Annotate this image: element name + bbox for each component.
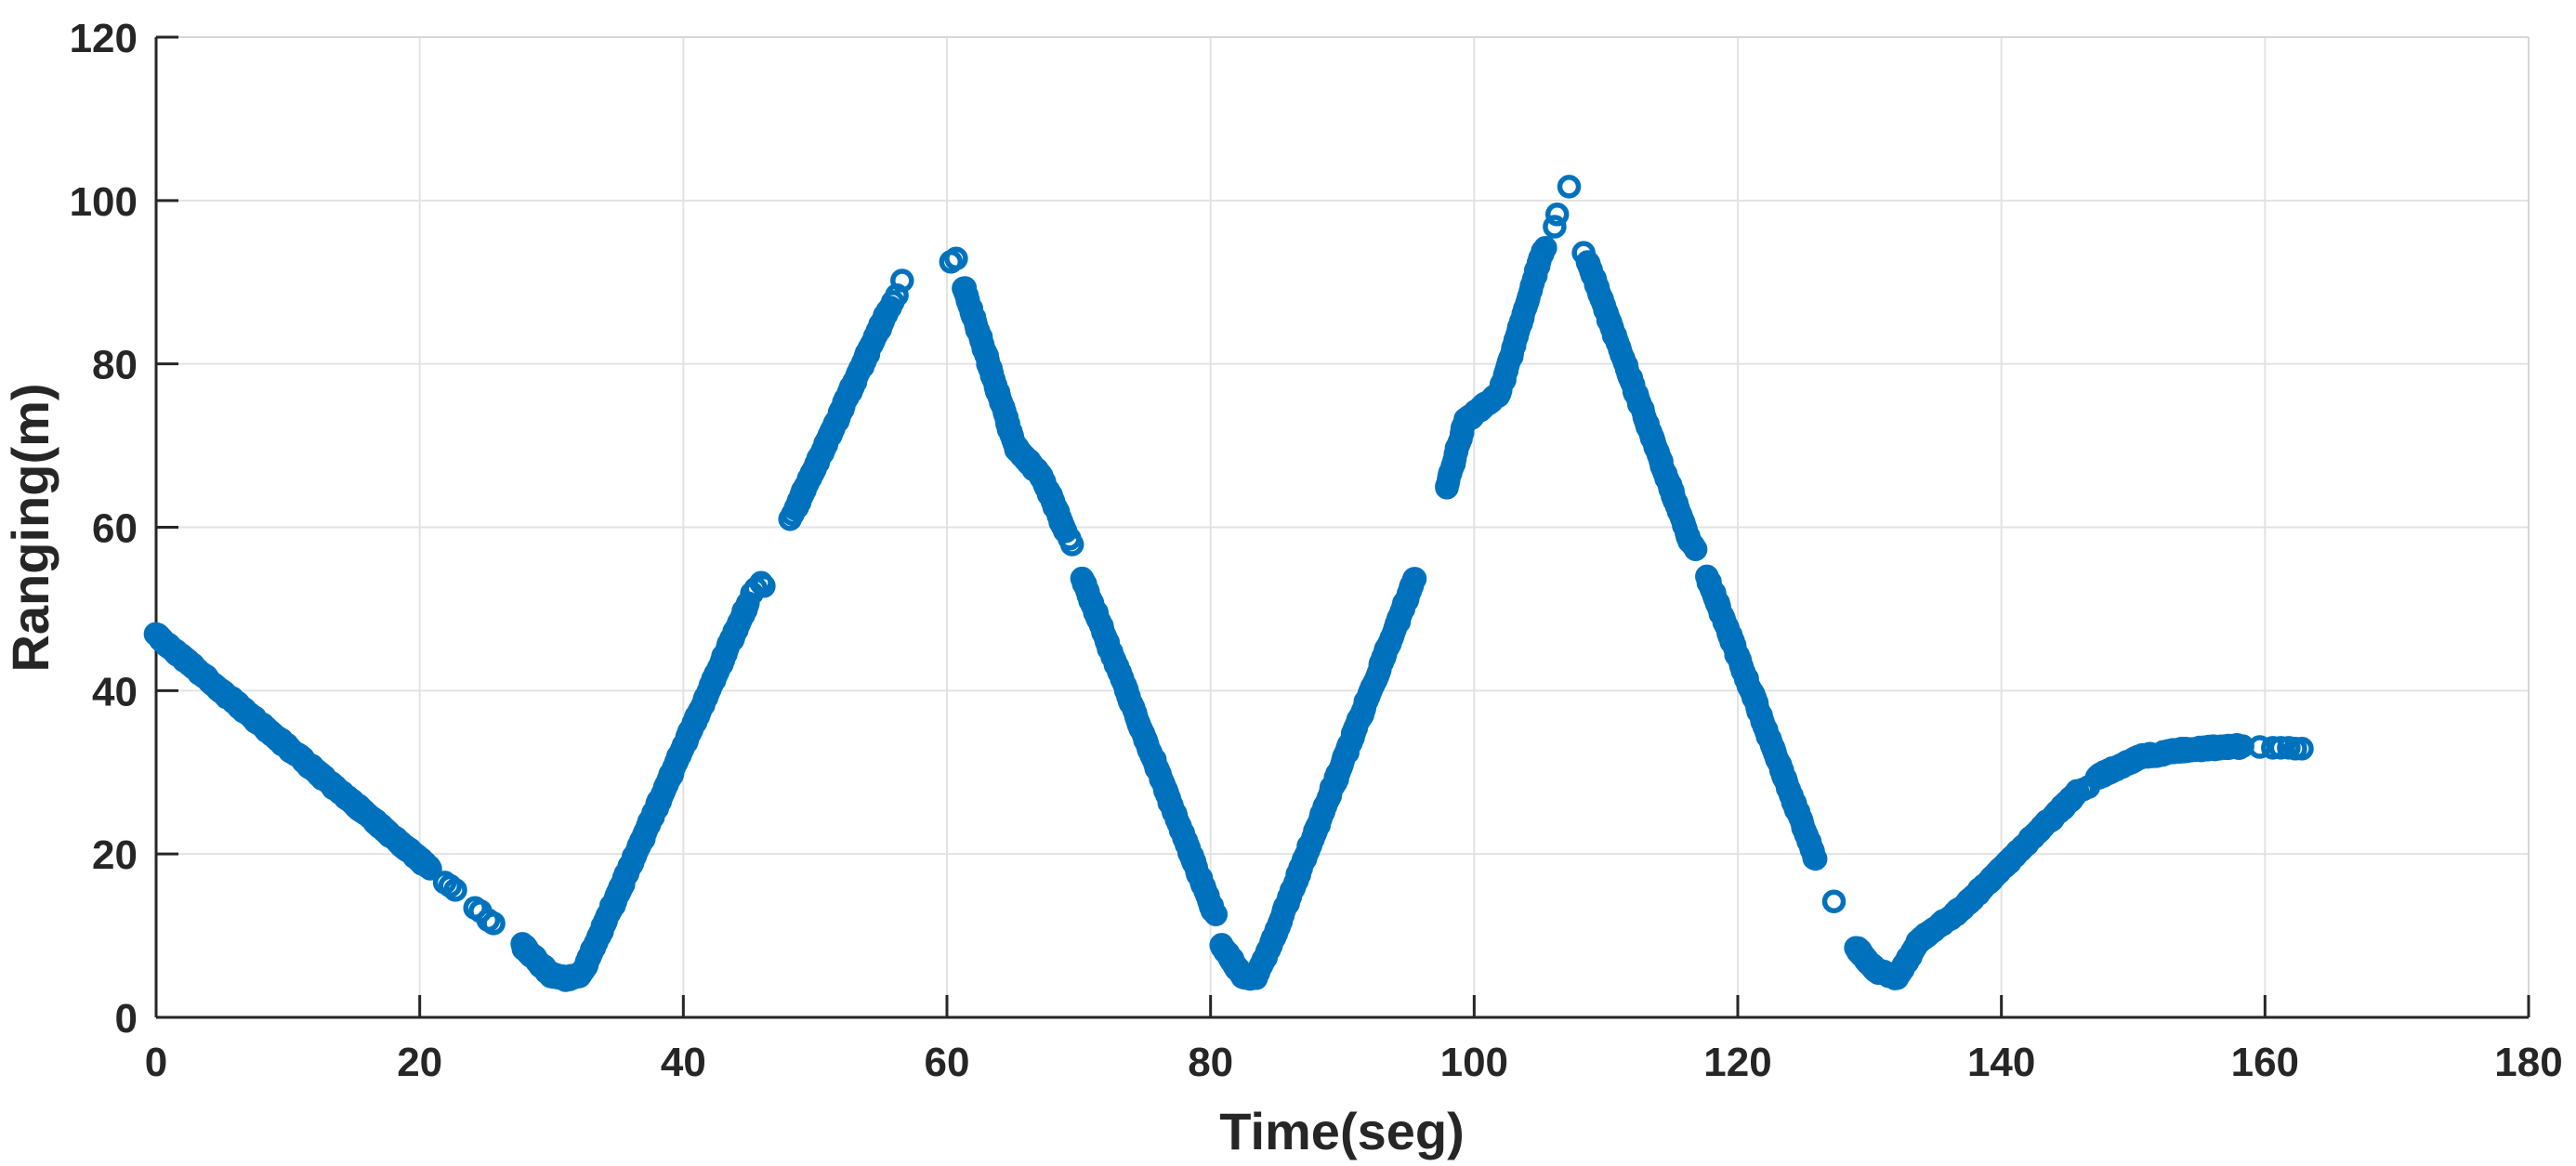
data-point-marker <box>890 269 914 293</box>
x-tick-label: 40 <box>661 1040 706 1085</box>
y-tick-label: 100 <box>70 179 138 225</box>
data-point-marker <box>2290 737 2314 761</box>
y-tick-label: 0 <box>115 996 138 1042</box>
scatter-series <box>143 175 2314 992</box>
y-tick-label: 60 <box>92 506 138 552</box>
axis-ticks <box>154 35 2530 1019</box>
x-tick-label: 80 <box>1188 1040 1233 1085</box>
x-tick-label: 160 <box>2231 1040 2299 1085</box>
data-point-marker <box>481 911 506 936</box>
x-tick-label: 60 <box>925 1040 970 1085</box>
data-point-marker <box>1571 241 1596 265</box>
x-tick-label: 120 <box>1703 1040 1771 1085</box>
data-point-marker <box>1557 175 1582 199</box>
data-point-marker <box>752 574 776 598</box>
x-tick-label: 0 <box>145 1040 167 1085</box>
x-tick-label: 20 <box>397 1040 442 1085</box>
data-point-marker <box>1544 203 1570 227</box>
data-point-marker <box>944 246 968 271</box>
x-tick-label: 100 <box>1440 1040 1508 1085</box>
data-point-marker <box>1402 567 1427 591</box>
data-point-marker <box>2261 736 2285 760</box>
data-point-marker <box>1821 889 1847 913</box>
grid-lines <box>156 37 2529 1017</box>
y-tick-label: 120 <box>70 16 138 61</box>
x-axis-label: Time(seg) <box>1219 1102 1464 1160</box>
tick-labels: 0 20 40 60 80 100 120 140 160 180 0 20 40 60 80 100 120 <box>70 16 2563 1085</box>
y-tick-label: 40 <box>92 669 138 714</box>
x-tick-label: 180 <box>2494 1040 2562 1085</box>
data-point-marker <box>418 857 442 881</box>
data-point-marker <box>1543 215 1567 239</box>
data-point-marker <box>1533 236 1557 260</box>
data-point-marker <box>781 502 805 527</box>
data-point-marker <box>443 878 467 902</box>
x-tick-label: 140 <box>1967 1040 2035 1085</box>
data-point-marker <box>1683 537 1708 561</box>
data-point-marker <box>1203 902 1229 926</box>
y-tick-label: 80 <box>92 343 138 388</box>
data-point-marker <box>2076 775 2101 799</box>
data-point-marker <box>1059 532 1084 557</box>
y-tick-label: 20 <box>92 832 138 878</box>
y-axis-label: Ranging(m) <box>1 383 59 672</box>
data-point-marker <box>1803 846 1828 871</box>
